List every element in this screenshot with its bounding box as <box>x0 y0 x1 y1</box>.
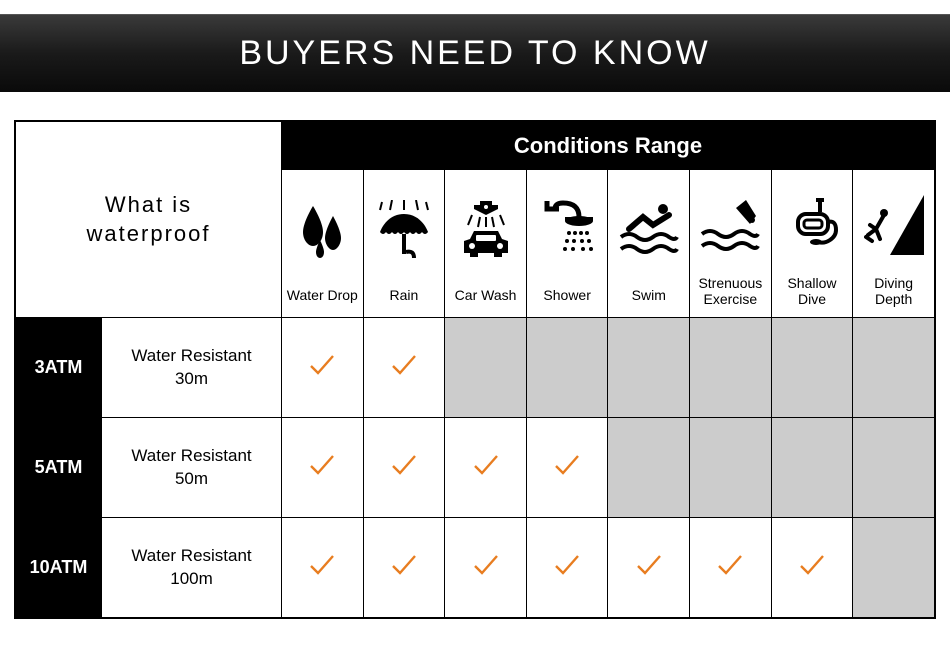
label-diving-depth: Diving Depth <box>853 269 934 317</box>
swim-icon <box>608 178 689 277</box>
supported-cell <box>526 418 608 518</box>
table-row: 10ATMWater Resistant100m <box>16 518 935 618</box>
supported-cell <box>282 418 364 518</box>
waterproof-table-wrap: What is waterproof Conditions Range Wate… <box>14 120 936 619</box>
col-water-drop: Water Drop <box>282 170 364 318</box>
label-car-wash: Car Wash <box>453 277 519 317</box>
supported-cell <box>282 518 364 618</box>
conditions-header: Conditions Range <box>282 122 935 170</box>
shallow-dive-icon <box>772 178 853 269</box>
col-shower: Shower <box>526 170 608 318</box>
unsupported-cell <box>771 418 853 518</box>
label-water-drop: Water Drop <box>285 277 360 317</box>
banner-title: BUYERS NEED TO KNOW <box>239 34 710 73</box>
car-wash-icon <box>445 178 526 277</box>
supported-cell <box>445 518 527 618</box>
water-drop-icon <box>282 178 363 277</box>
supported-cell <box>608 518 690 618</box>
supported-cell <box>771 518 853 618</box>
table-row: 5ATMWater Resistant50m <box>16 418 935 518</box>
unsupported-cell <box>445 318 527 418</box>
label-strenuous: Strenuous Exercise <box>690 269 771 317</box>
supported-cell <box>363 318 445 418</box>
unsupported-cell <box>771 318 853 418</box>
col-rain: Rain <box>363 170 445 318</box>
strenuous-icon <box>690 178 771 269</box>
diving-depth-icon <box>853 178 934 269</box>
desc-cell: Water Resistant100m <box>102 518 282 618</box>
unsupported-cell <box>608 318 690 418</box>
unsupported-cell <box>853 518 935 618</box>
unsupported-cell <box>608 418 690 518</box>
unsupported-cell <box>526 318 608 418</box>
label-shower: Shower <box>541 277 592 317</box>
unsupported-cell <box>690 318 772 418</box>
header-row: What is waterproof Conditions Range <box>16 122 935 170</box>
unsupported-cell <box>853 418 935 518</box>
col-diving-depth: Diving Depth <box>853 170 935 318</box>
col-strenuous: Strenuous Exercise <box>690 170 772 318</box>
unsupported-cell <box>853 318 935 418</box>
rating-cell: 3ATM <box>16 318 102 418</box>
banner: BUYERS NEED TO KNOW <box>0 14 950 92</box>
table-row: 3ATMWater Resistant30m <box>16 318 935 418</box>
col-swim: Swim <box>608 170 690 318</box>
rain-icon <box>364 178 445 277</box>
supported-cell <box>445 418 527 518</box>
col-car-wash: Car Wash <box>445 170 527 318</box>
rating-cell: 10ATM <box>16 518 102 618</box>
supported-cell <box>526 518 608 618</box>
waterproof-table: What is waterproof Conditions Range Wate… <box>15 121 935 618</box>
what-line2: waterproof <box>87 221 211 246</box>
supported-cell <box>282 318 364 418</box>
shower-icon <box>527 178 608 277</box>
unsupported-cell <box>690 418 772 518</box>
supported-cell <box>690 518 772 618</box>
what-is-waterproof-cell: What is waterproof <box>16 122 282 318</box>
what-line1: What is <box>105 192 192 217</box>
label-shallow-dive: Shallow Dive <box>772 269 853 317</box>
label-swim: Swim <box>630 277 668 317</box>
supported-cell <box>363 518 445 618</box>
desc-cell: Water Resistant50m <box>102 418 282 518</box>
supported-cell <box>363 418 445 518</box>
col-shallow-dive: Shallow Dive <box>771 170 853 318</box>
desc-cell: Water Resistant30m <box>102 318 282 418</box>
label-rain: Rain <box>388 277 421 317</box>
rating-cell: 5ATM <box>16 418 102 518</box>
